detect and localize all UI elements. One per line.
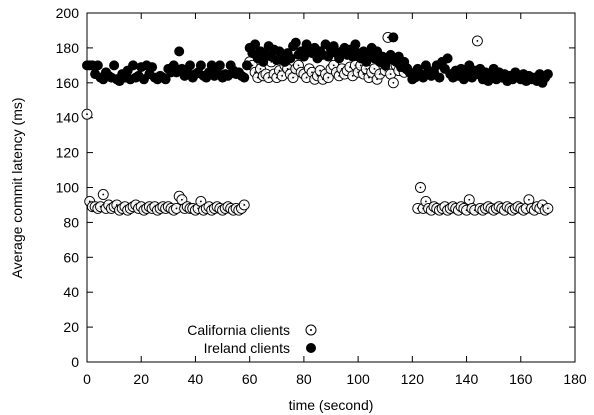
ireland-point — [285, 53, 296, 64]
ireland-point — [147, 62, 158, 73]
x-tick-label: 120 — [401, 371, 425, 387]
x-tick-60: 60 — [242, 13, 258, 387]
x-tick-140: 140 — [455, 13, 479, 387]
y-tick-60: 60 — [63, 249, 575, 265]
y-tick-0: 0 — [71, 354, 575, 370]
legend-label-ireland: Ireland clients — [204, 340, 290, 356]
y-tick-120: 120 — [56, 145, 575, 161]
x-tick-label: 0 — [83, 371, 91, 387]
california-point — [287, 72, 299, 84]
x-tick-100: 100 — [346, 13, 370, 387]
x-tick-160: 160 — [509, 13, 533, 387]
ireland-point — [214, 60, 225, 71]
y-tick-label: 0 — [71, 354, 79, 370]
ireland-point — [241, 60, 252, 71]
x-axis-label: time (second) — [289, 397, 374, 413]
ireland-point — [385, 49, 396, 60]
y-tick-label: 60 — [63, 249, 79, 265]
data-points — [81, 31, 554, 216]
ireland-point — [185, 60, 196, 71]
y-tick-label: 120 — [56, 145, 80, 161]
y-tick-label: 160 — [56, 75, 80, 91]
y-tick-label: 40 — [63, 284, 79, 300]
y-tick-80: 80 — [63, 214, 575, 230]
california-point — [97, 189, 109, 200]
ireland-point — [206, 60, 217, 71]
series-ireland — [82, 32, 553, 88]
x-tick-120: 120 — [401, 13, 425, 387]
x-tick-80: 80 — [296, 13, 312, 387]
y-tick-180: 180 — [56, 40, 575, 56]
x-axis-ticks: 0 20 40 60 80 100 120 140 160 180 — [83, 13, 587, 387]
legend-label-california: California clients — [187, 322, 290, 338]
ireland-point — [290, 37, 301, 48]
california-point — [387, 77, 399, 89]
ireland-point — [434, 72, 445, 83]
ireland-point — [418, 72, 429, 83]
y-tick-200: 200 — [56, 5, 575, 21]
y-tick-label: 20 — [63, 319, 79, 335]
y-axis-label: Average commit latency (ms) — [9, 97, 25, 278]
california-point — [238, 199, 250, 211]
x-tick-label: 80 — [296, 371, 312, 387]
x-tick-0: 0 — [83, 13, 91, 387]
y-tick-20: 20 — [63, 319, 575, 335]
ireland-point — [298, 51, 309, 62]
ireland-point — [388, 32, 399, 43]
y-tick-40: 40 — [63, 284, 575, 300]
x-tick-label: 160 — [509, 371, 533, 387]
ireland-point — [442, 53, 453, 64]
california-point — [471, 35, 483, 47]
x-tick-20: 20 — [133, 13, 149, 387]
y-tick-label: 100 — [56, 180, 80, 196]
x-tick-label: 40 — [188, 371, 204, 387]
ireland-point — [128, 60, 139, 71]
y-tick-160: 160 — [56, 75, 575, 91]
ireland-point — [250, 39, 261, 50]
california-point — [542, 202, 554, 214]
california-point — [81, 108, 93, 120]
y-tick-label: 200 — [56, 5, 80, 21]
ireland-point — [350, 39, 361, 50]
x-tick-label: 20 — [133, 371, 149, 387]
y-tick-100: 100 — [56, 180, 575, 196]
ireland-point — [239, 72, 250, 83]
ireland-point — [109, 60, 120, 71]
y-tick-label: 80 — [63, 214, 79, 230]
x-tick-label: 60 — [242, 371, 258, 387]
x-tick-40: 40 — [188, 13, 204, 387]
x-tick-label: 100 — [346, 371, 370, 387]
legend-marker-ireland — [306, 343, 316, 353]
x-tick-label: 140 — [455, 371, 479, 387]
x-tick-180: 180 — [563, 13, 587, 387]
y-tick-label: 140 — [56, 110, 80, 126]
california-point — [415, 182, 426, 193]
x-tick-label: 180 — [563, 371, 587, 387]
ireland-point — [174, 46, 185, 57]
legend-marker-california — [305, 324, 317, 336]
y-tick-label: 180 — [56, 40, 80, 56]
legend: California clients Ireland clients — [187, 322, 317, 356]
y-tick-140: 140 — [56, 110, 575, 126]
ireland-point — [92, 60, 103, 71]
ireland-point — [542, 69, 553, 80]
ireland-point — [195, 60, 206, 71]
ireland-point — [160, 74, 171, 85]
y-axis-ticks: 0 20 40 60 80 100 120 140 160 180 200 — [56, 5, 575, 370]
